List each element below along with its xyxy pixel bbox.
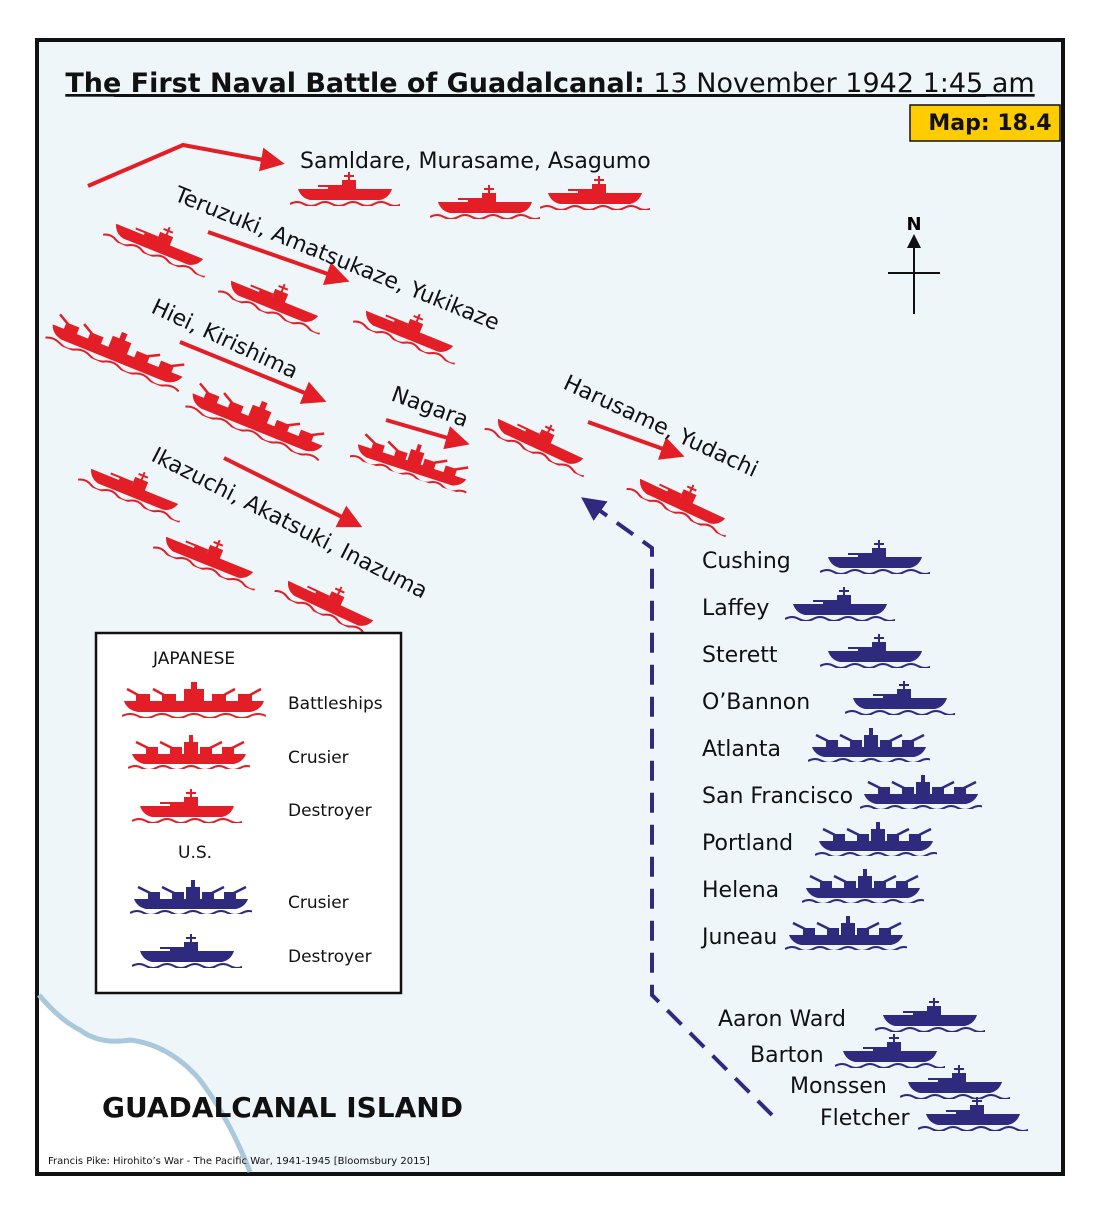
svg-text:N: N (906, 214, 921, 235)
svg-text:U.S.: U.S. (178, 843, 212, 863)
svg-text:Battleships: Battleships (288, 694, 383, 714)
us-ship-label: Barton (750, 1043, 824, 1068)
us-ships: Cushing Laffey Sterett O’Bannon Atlanta San F… (700, 540, 1030, 1131)
us-ship-label: Atlanta (702, 737, 781, 762)
citation: Francis Pike: Hirohito’s War - The Pacif… (48, 1156, 430, 1167)
north-compass-icon: N (888, 214, 940, 314)
svg-text:Crusier: Crusier (288, 893, 349, 913)
us-ship-label: O’Bannon (702, 690, 810, 715)
svg-text:Destroyer: Destroyer (288, 801, 372, 821)
coastline (37, 993, 253, 1173)
us-ship-label: Laffey (702, 596, 769, 621)
us-ship-label: Juneau (700, 925, 777, 950)
us-ship-label: Sterett (702, 643, 778, 668)
us-ship-label: Fletcher (820, 1106, 911, 1131)
svg-text:Crusier: Crusier (288, 748, 349, 768)
japanese-movement-arrows (87, 142, 685, 528)
group-label-samidare: Samldare, Murasame, Asagumo (300, 149, 651, 174)
map-title: The First Naval Battle of Guadalcanal: 1… (65, 68, 1034, 99)
us-movement-arrow (581, 497, 774, 1117)
map-badge (909, 104, 1061, 142)
us-ship-label: Aaron Ward (718, 1007, 846, 1032)
map-badge-text: Map: 18.4 (928, 111, 1051, 136)
us-ship-label: Portland (702, 831, 793, 856)
svg-text:Destroyer: Destroyer (288, 947, 372, 967)
us-ship-label: Helena (702, 878, 779, 903)
legend: JAPANESE Battleships Crusier Destroyer U… (94, 631, 403, 995)
svg-text:JAPANESE: JAPANESE (152, 649, 235, 669)
us-ship-label: Monssen (790, 1074, 887, 1099)
us-ship-label: San Francisco (702, 784, 853, 809)
us-ship-label: Cushing (702, 549, 791, 574)
island-label: GUADALCANAL ISLAND (102, 1091, 463, 1124)
